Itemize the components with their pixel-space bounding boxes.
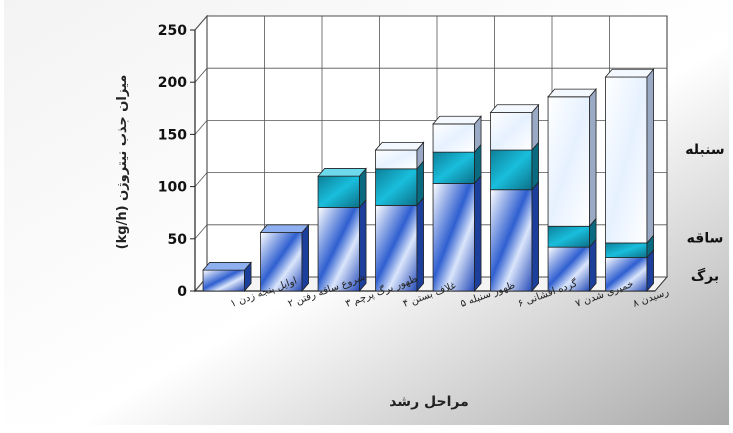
bar-segment <box>604 68 655 245</box>
legend-item: ساقه <box>687 230 724 246</box>
bar-segment <box>259 223 310 293</box>
y-tick-label: 50 <box>168 232 188 248</box>
y-axis-title: میزان جذب نیتروژن (kg/h) <box>115 75 130 250</box>
bar-segment <box>489 103 540 152</box>
legend-item: برگ <box>691 267 719 284</box>
bar-segment <box>374 141 425 170</box>
side-wall <box>194 14 208 293</box>
bar-segment <box>432 115 482 154</box>
legend-item: سنبله <box>685 142 724 158</box>
bar-segment <box>432 174 482 293</box>
gridline-horizontal <box>194 67 667 83</box>
gridline-horizontal <box>194 15 667 31</box>
legend: برگ ساقه سنبله <box>685 142 724 284</box>
y-tick-label: 150 <box>158 127 187 143</box>
bar-segment <box>375 160 424 207</box>
bar-segment <box>202 261 252 293</box>
bar-segment <box>547 88 597 228</box>
bar-segment <box>375 196 424 293</box>
bar-segment <box>317 167 367 209</box>
y-tick-label: 200 <box>158 75 187 91</box>
bar-segment <box>432 143 482 185</box>
y-tick-label: 0 <box>177 284 187 300</box>
bar-segment <box>490 180 539 293</box>
bars <box>202 68 655 293</box>
bar-segment <box>605 248 654 293</box>
y-tick-label: 250 <box>158 23 187 39</box>
x-axis-title: مراحل رشد <box>389 394 469 410</box>
y-tick-label: 100 <box>158 180 187 196</box>
bar-segment <box>317 198 367 293</box>
bar-segment <box>547 238 597 293</box>
